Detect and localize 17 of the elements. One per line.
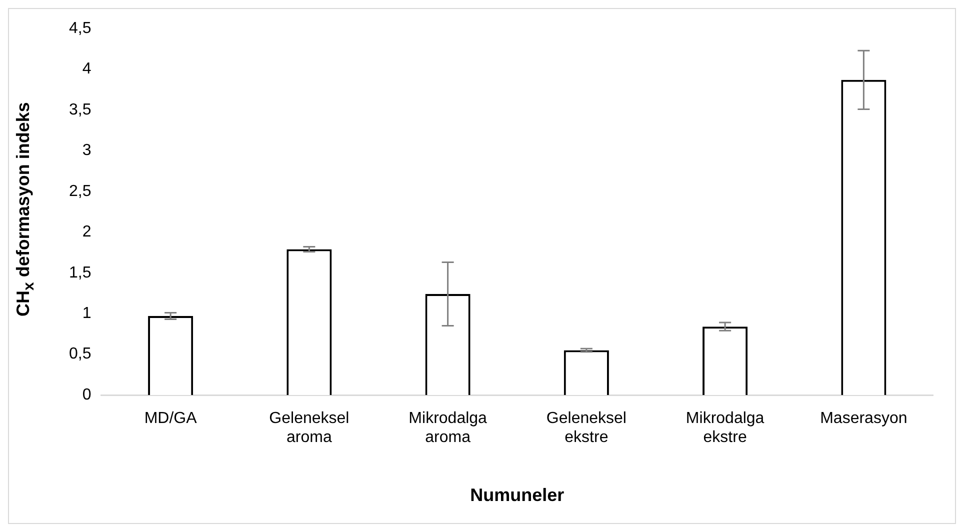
y-tick-label: 3 xyxy=(82,142,92,160)
x-tick-label: Geleneksel aroma xyxy=(269,410,350,446)
y-tick-label: 2 xyxy=(82,224,92,241)
x-tick-label: Geleneksel ekstre xyxy=(546,410,626,446)
x-tick-label: MD/GA xyxy=(144,410,198,428)
x-tick-label: Mikrodalga ekstre xyxy=(686,410,764,446)
y-tick-label: 4 xyxy=(82,60,92,78)
y-tick-label: 1 xyxy=(82,304,92,322)
y-tick-label: 1,5 xyxy=(68,264,92,282)
y-tick-label: 4,5 xyxy=(68,20,92,38)
y-tick-label: 2,5 xyxy=(68,182,92,200)
y-tick-label: 0,5 xyxy=(68,346,92,363)
x-tick-label: Maserasyon xyxy=(820,410,908,428)
y-tick-label: 0 xyxy=(82,386,92,404)
y-tick-label: 3,5 xyxy=(68,101,92,118)
x-axis-title: Numuneler xyxy=(470,485,564,506)
x-tick-label: Mikrodalga aroma xyxy=(408,410,488,446)
